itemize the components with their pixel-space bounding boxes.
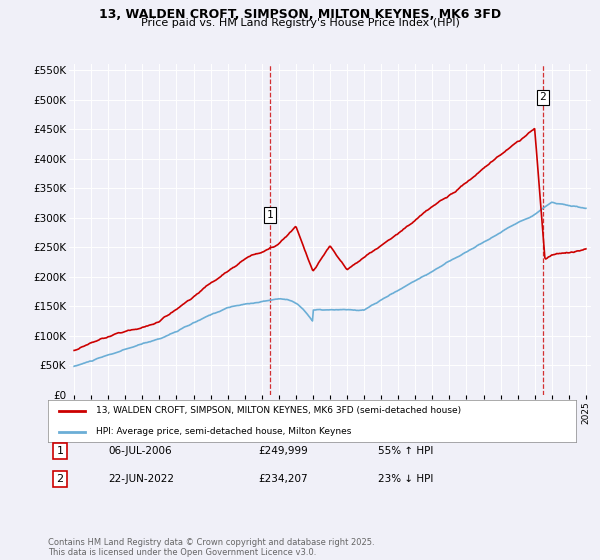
Text: 1: 1 bbox=[267, 210, 274, 220]
Text: 1: 1 bbox=[56, 446, 64, 456]
Text: 55% ↑ HPI: 55% ↑ HPI bbox=[378, 446, 433, 456]
Text: 22-JUN-2022: 22-JUN-2022 bbox=[108, 474, 174, 484]
Text: 23% ↓ HPI: 23% ↓ HPI bbox=[378, 474, 433, 484]
Text: £249,999: £249,999 bbox=[258, 446, 308, 456]
Text: 06-JUL-2006: 06-JUL-2006 bbox=[108, 446, 172, 456]
Text: £234,207: £234,207 bbox=[258, 474, 308, 484]
Text: Price paid vs. HM Land Registry's House Price Index (HPI): Price paid vs. HM Land Registry's House … bbox=[140, 18, 460, 28]
Text: HPI: Average price, semi-detached house, Milton Keynes: HPI: Average price, semi-detached house,… bbox=[95, 427, 351, 436]
Text: 2: 2 bbox=[539, 92, 546, 102]
Text: 2: 2 bbox=[56, 474, 64, 484]
Text: 13, WALDEN CROFT, SIMPSON, MILTON KEYNES, MK6 3FD: 13, WALDEN CROFT, SIMPSON, MILTON KEYNES… bbox=[99, 8, 501, 21]
Text: Contains HM Land Registry data © Crown copyright and database right 2025.
This d: Contains HM Land Registry data © Crown c… bbox=[48, 538, 374, 557]
Text: 13, WALDEN CROFT, SIMPSON, MILTON KEYNES, MK6 3FD (semi-detached house): 13, WALDEN CROFT, SIMPSON, MILTON KEYNES… bbox=[95, 407, 461, 416]
